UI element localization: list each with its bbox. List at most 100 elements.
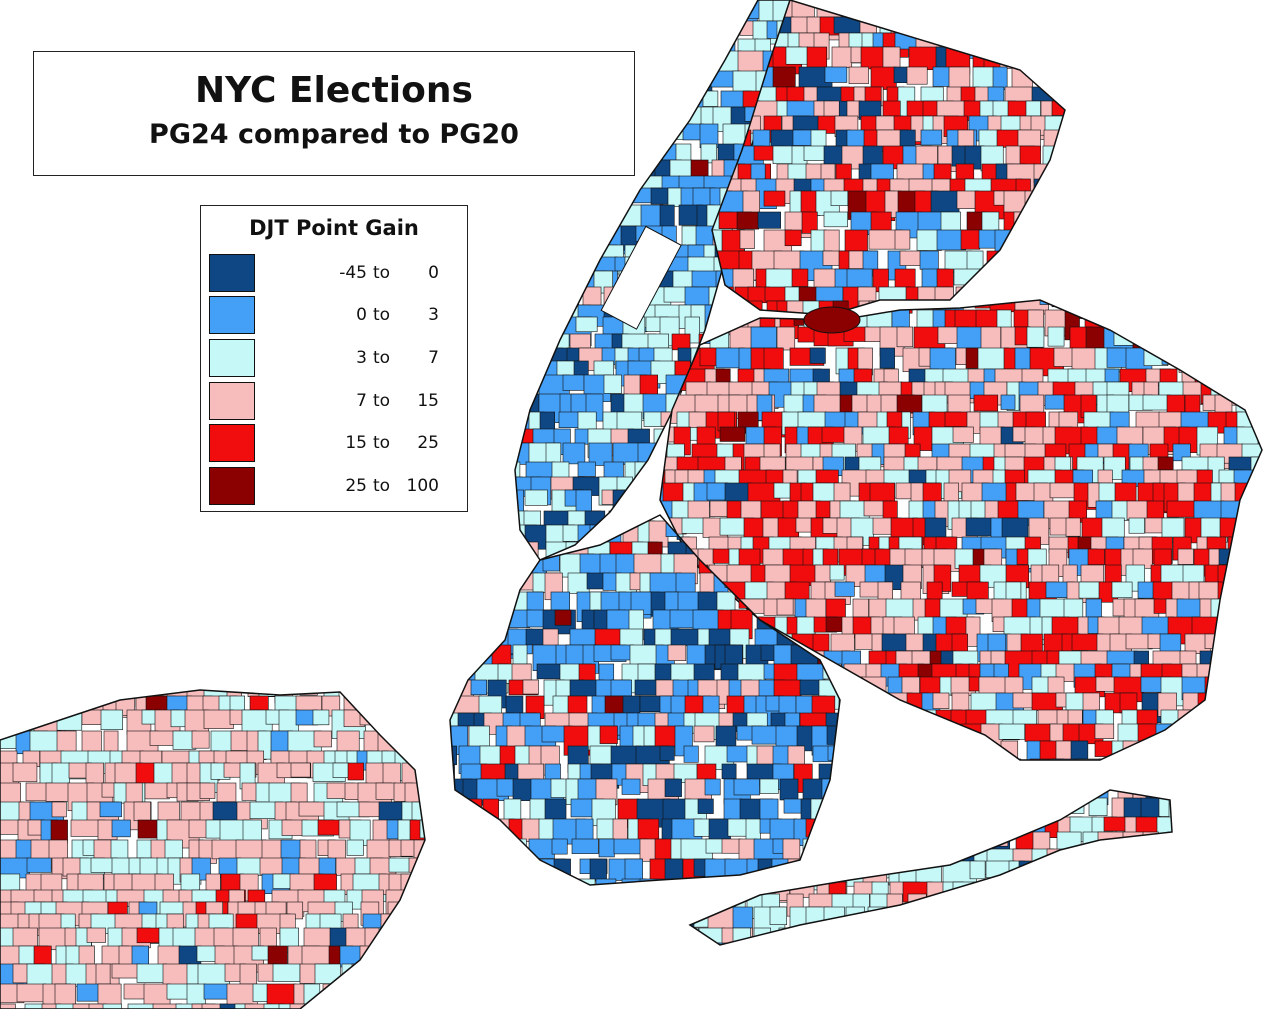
precinct-cell bbox=[1151, 927, 1172, 945]
precinct-cell bbox=[482, 591, 515, 621]
precinct-cell bbox=[1226, 326, 1256, 344]
precinct-cell bbox=[707, 878, 732, 885]
precinct-cell bbox=[1119, 942, 1153, 945]
precinct-cell bbox=[450, 798, 470, 829]
precinct-cell bbox=[609, 175, 626, 199]
precinct-cell bbox=[912, 740, 932, 760]
precinct-cell bbox=[787, 858, 822, 885]
precinct-cell bbox=[879, 347, 895, 369]
precinct-cell bbox=[366, 983, 392, 1001]
precinct-cell bbox=[773, 482, 792, 499]
precinct-cell bbox=[1186, 326, 1215, 355]
precinct-cell bbox=[1056, 16, 1065, 39]
precinct-cell bbox=[1071, 116, 1091, 137]
precinct-cell bbox=[1054, 66, 1065, 92]
precinct-cell bbox=[34, 690, 58, 695]
precinct-cell bbox=[733, 778, 760, 796]
precinct-cell bbox=[943, 790, 962, 807]
precinct-cell bbox=[418, 963, 425, 993]
precinct-cell bbox=[846, 848, 881, 878]
precinct-cell bbox=[1158, 942, 1172, 945]
precinct-cell bbox=[1100, 942, 1118, 945]
precinct-cell bbox=[681, 20, 707, 47]
precinct-cell bbox=[1087, 860, 1109, 880]
precinct-cell bbox=[81, 730, 102, 755]
precinct-cell bbox=[515, 393, 528, 421]
precinct-cell bbox=[1268, 290, 1280, 317]
precinct-cell bbox=[956, 906, 984, 934]
precinct-cell bbox=[386, 945, 405, 976]
precinct-cell bbox=[428, 680, 459, 705]
precinct-cell bbox=[624, 858, 643, 885]
precinct-cell bbox=[1204, 347, 1236, 376]
precinct-cell bbox=[125, 782, 143, 805]
precinct-cell bbox=[1225, 368, 1258, 393]
precinct-cell bbox=[886, 942, 912, 945]
precinct-cell bbox=[1226, 740, 1255, 758]
precinct-cell bbox=[1227, 598, 1247, 621]
precinct-cell bbox=[917, 0, 951, 15]
legend-low: 3 bbox=[356, 348, 367, 368]
precinct-cell bbox=[790, 860, 821, 876]
precinct-cell bbox=[972, 797, 1001, 825]
precinct-cell bbox=[750, 163, 766, 181]
precinct-cell bbox=[934, 286, 954, 310]
precinct-cell bbox=[203, 983, 229, 1000]
precinct-cell bbox=[883, 740, 901, 760]
precinct-cell bbox=[51, 801, 67, 818]
precinct-cell bbox=[1159, 906, 1172, 923]
precinct-cell bbox=[298, 801, 325, 817]
precinct-cell bbox=[491, 644, 512, 667]
precinct-cell bbox=[519, 304, 535, 322]
precinct-cell bbox=[544, 286, 568, 308]
precinct-cell bbox=[1159, 309, 1177, 333]
precinct-cell bbox=[1023, 229, 1056, 254]
precinct-cell bbox=[543, 20, 576, 38]
precinct-cell bbox=[866, 709, 884, 727]
precinct-cell bbox=[33, 695, 61, 713]
precinct-cell bbox=[776, 598, 794, 616]
precinct-cell bbox=[979, 268, 995, 287]
precinct-cell bbox=[1129, 906, 1162, 926]
precinct-cell bbox=[891, 758, 913, 760]
precinct-cell bbox=[879, 831, 901, 852]
precinct-cell bbox=[1132, 326, 1165, 351]
precinct-cell bbox=[842, 831, 874, 851]
precinct-cell bbox=[120, 690, 139, 696]
precinct-cell bbox=[829, 564, 845, 581]
legend-row: 0 to 3 bbox=[209, 296, 459, 336]
precinct-cell bbox=[860, 740, 895, 760]
precinct-cell bbox=[823, 816, 841, 838]
precinct-cell bbox=[1039, 598, 1067, 620]
precinct-cell bbox=[355, 695, 390, 715]
precinct-cell bbox=[824, 66, 848, 83]
precinct-cell bbox=[894, 816, 923, 844]
precinct-cell bbox=[1061, 46, 1065, 62]
precinct-cell bbox=[845, 906, 865, 936]
precinct-cell bbox=[1239, 616, 1255, 634]
precinct-cell bbox=[1053, 347, 1074, 367]
precinct-cell bbox=[602, 897, 627, 918]
precinct-cell bbox=[894, 229, 911, 250]
precinct-cell bbox=[1134, 942, 1150, 945]
precinct-cell bbox=[868, 848, 894, 877]
precinct-cell bbox=[1244, 663, 1262, 689]
precinct-cell bbox=[911, 816, 946, 842]
precinct-cell bbox=[1217, 616, 1245, 635]
precinct-cell bbox=[450, 763, 455, 782]
precinct-cell bbox=[252, 983, 269, 1002]
precinct-cell bbox=[1139, 906, 1166, 938]
precinct-cell bbox=[102, 1003, 122, 1009]
precinct-cell bbox=[56, 730, 77, 754]
precinct-cell bbox=[973, 881, 996, 906]
precinct-cell bbox=[520, 204, 538, 234]
precinct-cell bbox=[841, 713, 872, 731]
precinct-cell bbox=[995, 927, 1025, 945]
precinct-cell bbox=[497, 858, 518, 885]
precinct-cell bbox=[958, 893, 975, 917]
precinct-cell bbox=[1249, 368, 1262, 397]
precinct-cell bbox=[359, 709, 395, 726]
precinct-cell bbox=[466, 520, 490, 547]
precinct-cell bbox=[111, 963, 141, 979]
precinct-cell bbox=[521, 347, 549, 367]
